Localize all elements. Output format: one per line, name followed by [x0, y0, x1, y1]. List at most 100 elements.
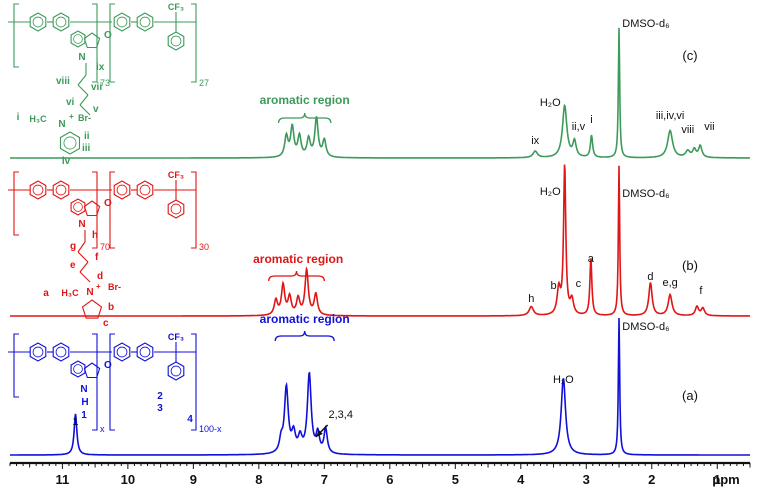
- panel-label: (c): [682, 48, 697, 63]
- aromatic-circle: [55, 184, 67, 196]
- aromatic-region-label: aromatic region: [260, 93, 350, 107]
- benzene-ring: [70, 198, 86, 216]
- benzene-ring: [29, 342, 47, 362]
- aromatic-circle: [73, 364, 83, 374]
- struct-label: vii: [91, 82, 102, 93]
- bond: [77, 84, 89, 96]
- struct-label: ix: [96, 62, 105, 73]
- water-label: H₂O: [540, 186, 561, 198]
- aromatic-circle: [116, 346, 128, 358]
- peak-label: 2,3,4: [328, 409, 352, 421]
- tick-label: 6: [386, 472, 393, 487]
- spectrum-trace: [10, 317, 750, 456]
- struct-label: CF₃: [168, 332, 184, 342]
- benzene-ring: [136, 180, 154, 200]
- polymer-bracket: [13, 3, 19, 68]
- labels-layer: (a) (b) (c) aromatic region 1 2,3,4 H₂O DMSO-d₆…: [72, 18, 715, 438]
- struct-label: e: [70, 260, 76, 271]
- spectrum-trace: [10, 27, 750, 159]
- struct-subscript: 30: [199, 242, 209, 252]
- polymer-bracket: [109, 333, 115, 431]
- peak-label: c: [576, 278, 582, 290]
- region-bracket: [268, 270, 325, 282]
- aromatic-region-label: aromatic region: [260, 312, 350, 326]
- struct-subscript: x: [100, 424, 105, 434]
- tick-label: 5: [452, 472, 459, 487]
- struct-label: ii: [84, 131, 90, 142]
- tick-label: 8: [255, 472, 262, 487]
- aromatic-circle: [32, 346, 44, 358]
- water-label: H₂O: [553, 374, 574, 386]
- struct-label: Br-: [108, 282, 121, 292]
- solvent-label: DMSO-d₆: [622, 188, 669, 200]
- benzene-ring: [167, 31, 185, 51]
- polymer-bracket: [92, 333, 98, 431]
- polymer-bracket: [109, 3, 115, 83]
- aromatic-circle: [116, 16, 128, 28]
- aromatic-circle: [55, 16, 67, 28]
- benzene-ring: [29, 12, 47, 32]
- aromatic-circle: [63, 136, 77, 150]
- polymer-bracket: [92, 3, 98, 83]
- tick-label: 7: [321, 472, 328, 487]
- struct-subscript: 70: [100, 242, 110, 252]
- bond: [77, 241, 86, 253]
- panel-label: (a): [682, 388, 698, 403]
- aromatic-circle: [55, 346, 67, 358]
- region-bracket: [274, 330, 335, 342]
- labels-a: aromatic region 1 2,3,4 H₂O DMSO-d₆: [72, 312, 670, 438]
- solvent-label: DMSO-d₆: [622, 18, 669, 30]
- struct-subscript: 73: [100, 78, 110, 88]
- benzene-ring: [59, 131, 81, 155]
- aromatic-circle: [139, 16, 151, 28]
- spectra-layer: [10, 27, 750, 456]
- struct-label: d: [97, 271, 103, 282]
- spectrum-trace: [10, 164, 750, 317]
- struct-label: N: [78, 219, 85, 230]
- peak-label: e,g: [662, 277, 677, 289]
- aromatic-circle: [170, 365, 182, 377]
- tick-label: 9: [190, 472, 197, 487]
- benzene-ring: [167, 199, 185, 219]
- bond: [79, 271, 91, 283]
- ring: [83, 32, 101, 49]
- benzene-ring: [70, 360, 86, 378]
- polymer-bracket: [92, 171, 98, 249]
- ring: [81, 299, 103, 319]
- struct-label: +: [96, 282, 101, 291]
- struct-label: iv: [62, 156, 71, 167]
- polymer-bracket: [191, 333, 197, 431]
- benzene-ring: [29, 180, 47, 200]
- struct-label: CF₃: [168, 2, 184, 12]
- struct-label: c: [103, 318, 109, 329]
- benzene-ring: [113, 180, 131, 200]
- polymer-bracket: [109, 171, 115, 249]
- benzene-ring: [113, 342, 131, 362]
- aromatic-circle: [32, 16, 44, 28]
- peak-label: vii: [704, 121, 714, 133]
- benzene-ring: [52, 342, 70, 362]
- struct-label: O: [104, 30, 112, 41]
- struct-label: H₃C: [61, 288, 79, 298]
- tick-label: 2: [648, 472, 655, 487]
- panel-label: (b): [682, 258, 698, 273]
- labels-b: aromatic region H₂O DMSO-d₆ h b c a d e,g f: [253, 186, 703, 305]
- peak-label: a: [588, 253, 595, 265]
- struct-label: b: [108, 302, 114, 313]
- struct-label: N: [78, 52, 85, 63]
- peak-label: f: [699, 285, 703, 297]
- peak-label: i: [590, 114, 592, 126]
- tick-label: 11: [56, 472, 70, 487]
- peak-label: d: [647, 271, 653, 283]
- struct-label: Br-: [78, 113, 91, 123]
- struct-label: +: [69, 112, 74, 121]
- ring: [83, 362, 101, 379]
- ring: [83, 200, 101, 217]
- peak-label: viii: [681, 124, 694, 136]
- peak-label: ii,v: [572, 121, 586, 133]
- struct-label: vi: [66, 97, 75, 108]
- labels-c: aromatic region H₂O DMSO-d₆ ix ii,v i iii,iv,v…: [260, 18, 715, 147]
